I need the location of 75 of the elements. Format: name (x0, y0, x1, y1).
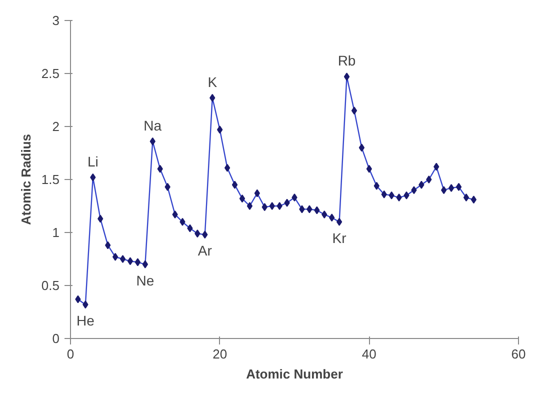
point (404, 191, 410, 200)
point (157, 164, 163, 173)
point (434, 162, 440, 171)
point (381, 190, 387, 198)
point (254, 189, 260, 198)
point (366, 164, 372, 173)
x-tick-label: 0 (66, 346, 74, 362)
annotation: Li (87, 153, 98, 170)
x-tick-label: 20 (212, 346, 228, 362)
point (142, 260, 148, 268)
y-tick-label: 3 (52, 13, 60, 28)
y-tick-label: 0 (52, 331, 60, 346)
point (232, 180, 238, 189)
point (358, 144, 365, 152)
point (470, 196, 477, 204)
point (344, 72, 350, 81)
point (456, 182, 462, 191)
point (322, 210, 328, 218)
point (441, 186, 447, 194)
point (306, 205, 312, 214)
y-tick-label: 1 (52, 225, 60, 240)
point (75, 295, 81, 304)
point (105, 241, 111, 250)
point (336, 218, 342, 226)
point (388, 191, 394, 200)
point (246, 202, 253, 210)
point (239, 194, 246, 203)
point (463, 194, 470, 202)
annotation: Kr (332, 230, 347, 246)
annotation: Na (144, 117, 162, 134)
point (276, 202, 282, 210)
point (164, 182, 170, 191)
x-axis-title: Atomic Number (246, 366, 343, 382)
point (150, 137, 156, 146)
point (202, 230, 208, 239)
point (180, 218, 186, 226)
point (396, 194, 402, 202)
point (120, 255, 126, 263)
point (292, 194, 298, 202)
annotation: Ar (198, 242, 212, 259)
point (314, 206, 320, 214)
point (448, 184, 454, 192)
point (172, 210, 178, 218)
point (98, 214, 104, 223)
point (329, 214, 335, 222)
y-axis-title: Atomic Radius (18, 134, 34, 226)
point (217, 126, 223, 134)
point (269, 202, 275, 210)
point (299, 205, 305, 214)
point (112, 252, 118, 261)
point (426, 176, 432, 184)
point (194, 230, 200, 238)
point (82, 300, 88, 309)
point (262, 203, 268, 212)
point (187, 224, 193, 232)
annotation: He (76, 312, 95, 329)
y-tick-label: 2 (52, 119, 60, 134)
point (374, 182, 380, 190)
point (351, 106, 358, 115)
point (134, 258, 141, 266)
point (90, 173, 96, 182)
y-tick-label: 0.5 (41, 278, 60, 293)
point (224, 164, 230, 172)
annotation: Ne (136, 272, 154, 288)
point (127, 257, 134, 266)
annotation: K (208, 74, 218, 90)
annotation: Rb (338, 52, 356, 69)
point (418, 180, 424, 189)
point (210, 94, 216, 102)
x-tick-label: 60 (511, 346, 526, 362)
y-tick-label: 2.5 (41, 66, 60, 81)
x-tick-label: 40 (362, 346, 376, 362)
point (284, 198, 290, 207)
point (411, 186, 417, 194)
y-tick-label: 1.5 (41, 172, 60, 187)
